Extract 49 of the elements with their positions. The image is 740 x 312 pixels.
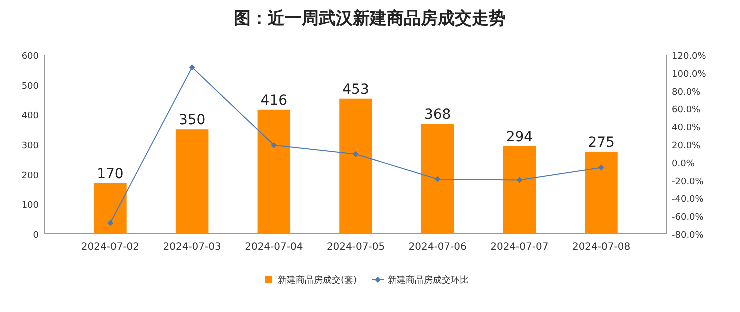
bar xyxy=(585,152,618,234)
y2-tick-label: 20.0% xyxy=(672,142,702,152)
data-label: 350 xyxy=(178,112,206,129)
y-tick-label: 600 xyxy=(22,52,40,62)
data-label: 275 xyxy=(588,134,615,151)
bar xyxy=(340,98,372,234)
bar xyxy=(176,130,209,234)
bar xyxy=(421,124,454,234)
y-tick-label: 400 xyxy=(22,112,40,122)
point xyxy=(434,176,441,182)
y-tick-label: 0 xyxy=(33,231,40,241)
y-tick-label: 300 xyxy=(22,142,40,152)
x-tick-label: 2024-07-02 xyxy=(81,242,140,253)
point xyxy=(516,177,523,184)
y2-tick-label: 40.0% xyxy=(672,124,702,134)
x-tick-label: 2024-07-08 xyxy=(572,242,631,253)
y2-tick-label: 60.0% xyxy=(672,106,702,116)
data-label: 368 xyxy=(424,107,452,124)
bar xyxy=(503,146,536,234)
data-label: 294 xyxy=(506,129,534,146)
point xyxy=(189,64,196,71)
y-tick-label: 500 xyxy=(22,82,40,92)
x-tick-label: 2024-07-05 xyxy=(326,242,386,253)
y2-tick-label: -80.0% xyxy=(672,231,704,241)
y-tick-label: 100 xyxy=(22,201,40,212)
y-tick-label: 200 xyxy=(22,171,40,182)
y2-tick-label: 100.0% xyxy=(672,70,707,80)
chart-title: 图：近一周武汉新建商品房成交走势 xyxy=(234,9,506,29)
y2-tick-label: 0.0% xyxy=(672,159,696,170)
point xyxy=(598,164,605,171)
legend-label: 新建商品房成交(套) xyxy=(278,275,358,286)
x-tick-label: 2024-07-04 xyxy=(245,242,304,253)
x-tick-label: 2024-07-06 xyxy=(408,242,467,253)
data-label: 416 xyxy=(260,92,288,109)
x-tick-label: 2024-07-03 xyxy=(163,242,222,253)
legend-label: 新建商品房成交环比 xyxy=(388,275,469,286)
bar xyxy=(94,183,127,234)
y2-tick-label: -60.0% xyxy=(672,213,704,224)
x-tick-label: 2024-07-07 xyxy=(490,242,549,253)
point xyxy=(353,151,359,158)
point xyxy=(271,142,278,148)
y2-tick-label: 120.0% xyxy=(672,52,707,62)
y2-tick-label: -20.0% xyxy=(672,177,704,188)
data-label: 453 xyxy=(342,82,370,98)
y2-tick-label: -40.0% xyxy=(672,195,704,206)
bar xyxy=(258,110,291,234)
point xyxy=(107,220,114,226)
y2-tick-label: 80.0% xyxy=(672,88,702,98)
data-label: 170 xyxy=(97,166,124,182)
